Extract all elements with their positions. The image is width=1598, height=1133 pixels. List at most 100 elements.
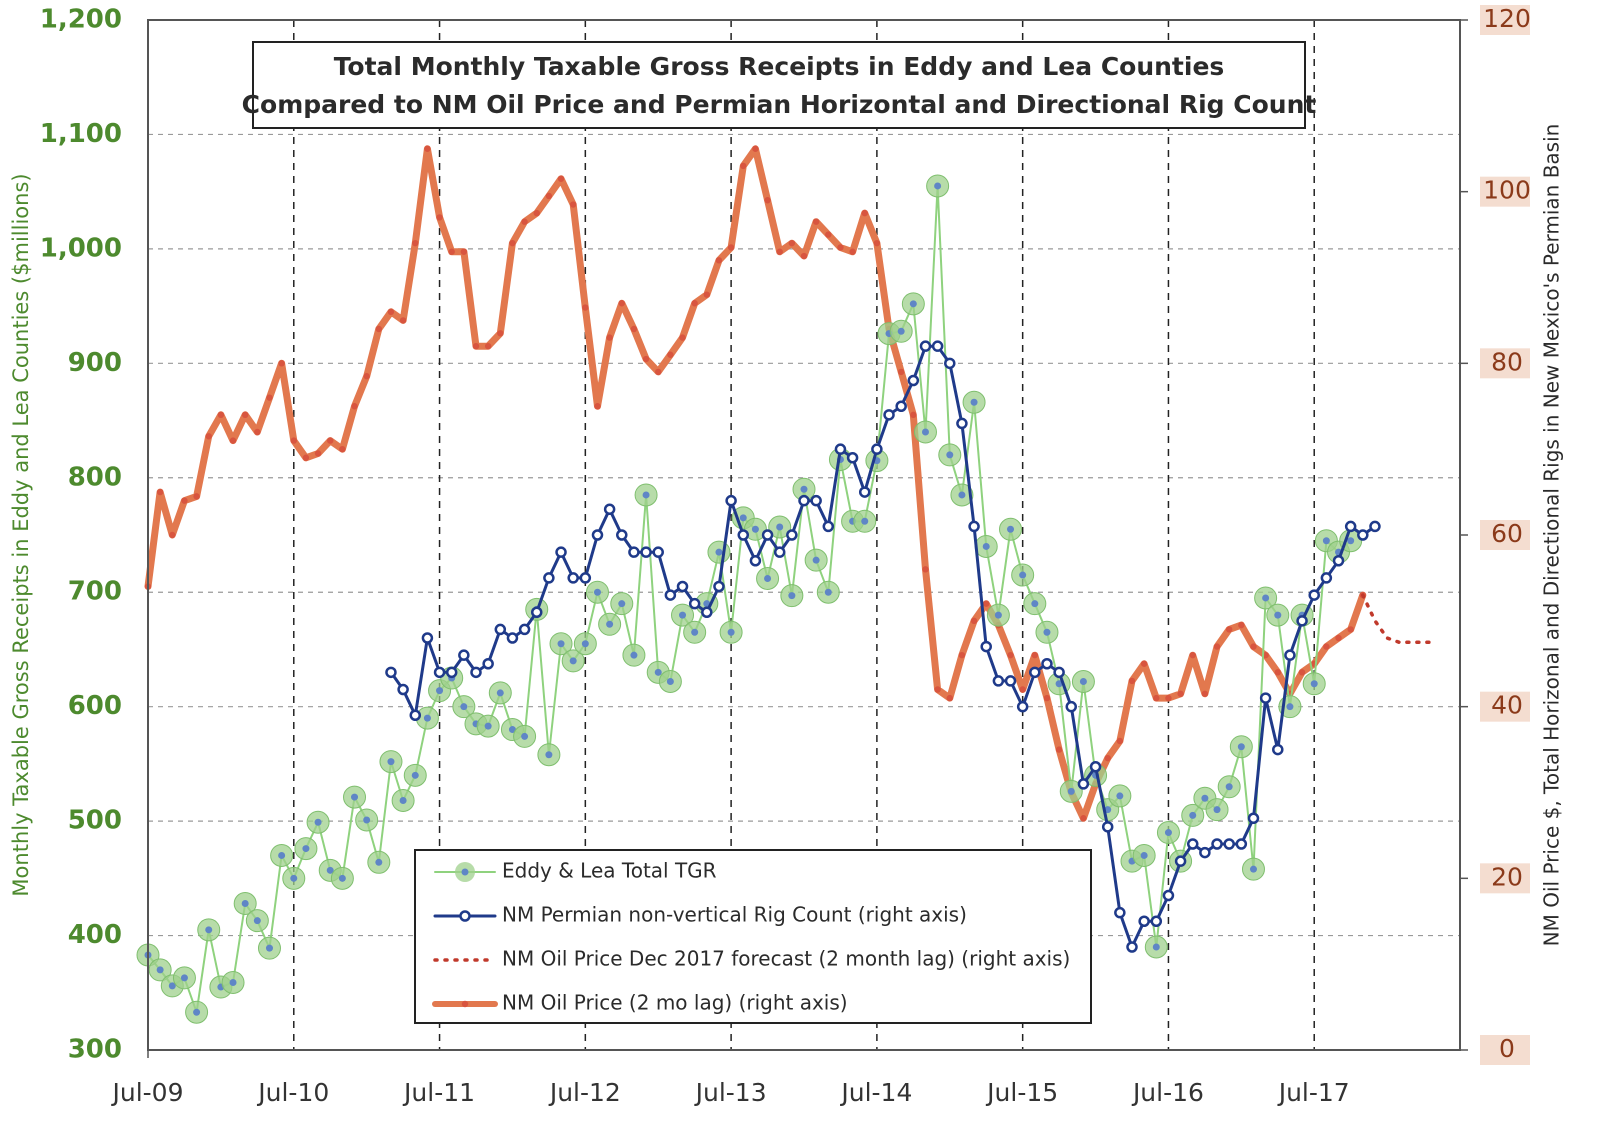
data-point bbox=[1323, 643, 1330, 650]
data-point bbox=[1254, 586, 1278, 610]
data-point bbox=[618, 300, 625, 307]
marker-core bbox=[1007, 525, 1015, 533]
data-point bbox=[1174, 855, 1187, 867]
data-point bbox=[278, 360, 285, 367]
data-point bbox=[385, 666, 397, 679]
title-box bbox=[252, 41, 1306, 129]
marker-core bbox=[1189, 811, 1197, 819]
data-point bbox=[530, 606, 543, 618]
data-point bbox=[245, 909, 269, 933]
marker-core bbox=[290, 874, 298, 882]
data-point bbox=[983, 600, 990, 607]
data-point bbox=[1296, 615, 1308, 627]
marker-core bbox=[423, 714, 431, 722]
y2-axis-title: NM Oil Price $, Total Horizonal and Dire… bbox=[1540, 124, 1564, 947]
data-point bbox=[628, 546, 640, 558]
marker-core bbox=[812, 556, 820, 564]
data-point bbox=[351, 403, 358, 410]
data-point bbox=[1238, 621, 1245, 629]
data-point bbox=[800, 252, 808, 260]
data-point bbox=[1211, 838, 1223, 850]
marker-core bbox=[375, 858, 383, 866]
data-point bbox=[1138, 915, 1150, 927]
data-point bbox=[452, 695, 476, 719]
data-point bbox=[1308, 589, 1320, 601]
data-point bbox=[221, 970, 245, 994]
data-point bbox=[567, 572, 579, 584]
data-point bbox=[825, 231, 832, 238]
data-point bbox=[1035, 620, 1059, 644]
data-point bbox=[642, 355, 650, 363]
data-point bbox=[1031, 651, 1039, 659]
marker-core bbox=[994, 611, 1002, 619]
data-point bbox=[1108, 784, 1132, 808]
marker-core bbox=[351, 793, 359, 801]
data-point bbox=[780, 584, 804, 608]
data-point bbox=[266, 394, 273, 401]
data-point bbox=[956, 417, 968, 430]
data-point bbox=[786, 529, 798, 541]
legend-marker bbox=[461, 868, 469, 876]
y2-tick-label: 80 bbox=[1491, 347, 1523, 376]
data-point bbox=[460, 248, 468, 255]
marker-core bbox=[1322, 537, 1330, 545]
data-point bbox=[509, 239, 516, 247]
data-point bbox=[306, 810, 330, 834]
data-point bbox=[1150, 915, 1163, 927]
data-point bbox=[1089, 761, 1102, 773]
y2-tick-label-bg bbox=[1480, 176, 1530, 207]
data-point bbox=[573, 632, 597, 656]
data-point bbox=[622, 643, 646, 667]
data-point bbox=[1128, 677, 1136, 685]
marker-core bbox=[776, 523, 784, 531]
data-point bbox=[1284, 649, 1296, 661]
data-point bbox=[1101, 821, 1114, 833]
data-point bbox=[895, 400, 907, 412]
data-point bbox=[545, 192, 553, 200]
data-point bbox=[598, 612, 622, 636]
marker-core bbox=[338, 874, 346, 882]
marker-core bbox=[630, 651, 638, 659]
data-point bbox=[1011, 563, 1035, 587]
data-point bbox=[846, 452, 859, 464]
data-point bbox=[436, 214, 443, 221]
data-point bbox=[871, 443, 883, 455]
data-point bbox=[946, 694, 953, 702]
data-point bbox=[1272, 743, 1284, 756]
y-tick-label: 900 bbox=[68, 348, 122, 378]
data-point bbox=[640, 546, 652, 558]
data-point bbox=[603, 503, 616, 515]
data-point bbox=[737, 529, 750, 541]
data-point bbox=[804, 548, 828, 572]
marker-core bbox=[764, 574, 772, 582]
marker-core bbox=[1164, 829, 1172, 837]
data-point bbox=[849, 248, 856, 255]
data-point bbox=[901, 292, 925, 316]
marker-core bbox=[302, 845, 310, 853]
marker-core bbox=[229, 978, 237, 986]
marker-core bbox=[1286, 703, 1294, 711]
marker-core bbox=[363, 816, 371, 824]
data-point bbox=[999, 517, 1023, 541]
y2-tick-label: 60 bbox=[1491, 519, 1523, 548]
marker-core bbox=[1201, 794, 1209, 802]
data-point bbox=[330, 866, 354, 890]
data-point bbox=[1344, 520, 1357, 533]
data-point bbox=[1080, 815, 1087, 822]
marker-core bbox=[1116, 792, 1124, 800]
data-point bbox=[557, 175, 565, 182]
data-point bbox=[1016, 700, 1029, 713]
data-point bbox=[1162, 889, 1175, 902]
data-point bbox=[1007, 651, 1014, 659]
y-tick-label: 700 bbox=[68, 577, 122, 607]
data-point bbox=[314, 450, 322, 457]
data-point bbox=[561, 649, 585, 673]
data-point bbox=[812, 218, 820, 225]
data-point bbox=[1274, 669, 1281, 676]
y2-tick-label-bg bbox=[1480, 691, 1530, 722]
marker-core bbox=[545, 751, 553, 759]
marker-core bbox=[581, 640, 589, 648]
data-point bbox=[798, 494, 810, 507]
data-point bbox=[1266, 603, 1290, 627]
legend-label: NM Oil Price (2 mo lag) (right axis) bbox=[502, 991, 848, 1015]
